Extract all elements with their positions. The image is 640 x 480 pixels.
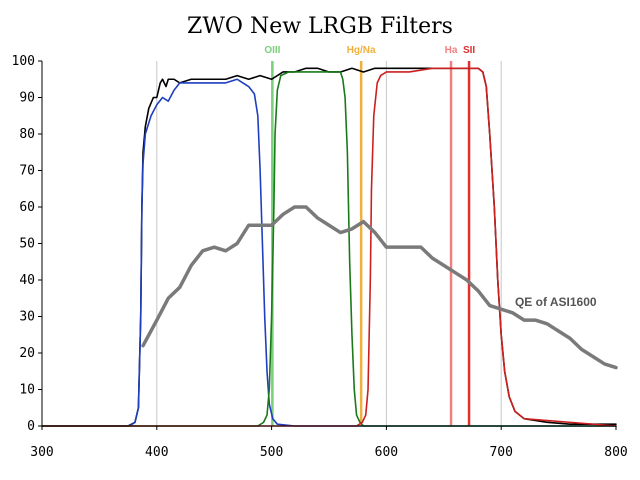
emission-lines-layer: OIII Hg/Na Ha SII bbox=[264, 45, 475, 426]
grid-layer bbox=[156, 61, 502, 426]
x-tick-label-300: 300 bbox=[30, 445, 53, 460]
annotation-0: QE of ASI1600 bbox=[515, 295, 597, 309]
series-line-2 bbox=[41, 71, 617, 427]
y-tick-label-20: 20 bbox=[19, 346, 35, 361]
y-tick-label-90: 90 bbox=[19, 91, 35, 106]
y-tick-label-80: 80 bbox=[19, 127, 35, 142]
axis-layer: 0 10 20 30 40 50 60 70 80 90 100 300 400 500 600 700 800 bbox=[12, 54, 628, 460]
y-tick-label-30: 30 bbox=[19, 310, 35, 325]
y-tick-label-60: 60 bbox=[19, 200, 35, 215]
series-line-1 bbox=[41, 78, 617, 427]
series-line-3 bbox=[41, 67, 617, 427]
y-tick-label-0: 0 bbox=[27, 419, 35, 434]
chart-title: ZWO New LRGB Filters bbox=[187, 14, 453, 39]
y-tick-label-70: 70 bbox=[19, 164, 35, 179]
series-layer bbox=[41, 67, 618, 427]
y-tick-label-100: 100 bbox=[12, 54, 35, 69]
series-line-4 bbox=[141, 205, 618, 370]
emission-label-oiii: OIII bbox=[264, 45, 280, 56]
annotations-layer: QE of ASI1600 bbox=[515, 295, 597, 309]
x-tick-label-700: 700 bbox=[489, 445, 512, 460]
y-tick-label-40: 40 bbox=[19, 273, 35, 288]
x-tick-label-800: 800 bbox=[604, 445, 627, 460]
x-tick-label-500: 500 bbox=[260, 445, 283, 460]
emission-label-hg-na: Hg/Na bbox=[347, 45, 376, 56]
y-tick-label-50: 50 bbox=[19, 237, 35, 252]
emission-label-sii: SII bbox=[463, 45, 475, 56]
x-tick-label-600: 600 bbox=[375, 445, 398, 460]
x-tick-label-400: 400 bbox=[145, 445, 168, 460]
emission-label-ha: Ha bbox=[445, 45, 458, 56]
series-line-0 bbox=[41, 67, 617, 427]
y-tick-label-10: 10 bbox=[19, 383, 35, 398]
